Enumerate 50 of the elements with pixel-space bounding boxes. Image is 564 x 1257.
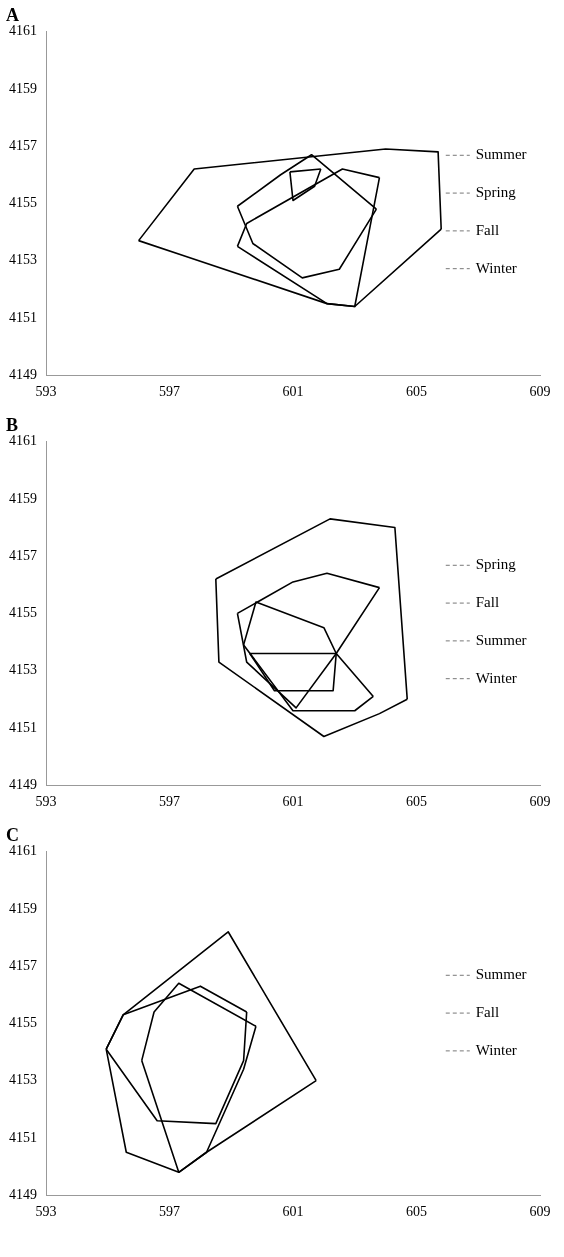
x-tick-label: 609 [529,1204,551,1220]
y-tick-label: 4161 [9,843,37,859]
annotation: Winter [475,259,517,276]
x-tick-label: 609 [529,794,551,810]
y-tick-label: 4155 [9,605,37,621]
annotation: Fall [475,594,500,611]
annotation: Fall [475,221,500,238]
x-tick-label: 605 [406,1204,427,1220]
y-tick-label: 4155 [9,195,37,211]
x-tick-label: 593 [35,1204,57,1220]
y-tick-label: 4153 [9,252,37,268]
y-tick-label: 4151 [9,309,37,325]
y-tick-label: 4153 [9,662,37,678]
y-tick-label: 4157 [9,547,37,563]
x-tick-label: 609 [529,384,551,400]
y-tick-label: 4159 [9,900,37,916]
annotation: Summer [475,631,527,648]
x-tick-label: 601 [282,384,304,400]
annotation: Spring [475,184,517,201]
y-tick-label: 4157 [9,137,37,153]
y-tick-label: 4149 [9,776,37,792]
y-tick-label: 4151 [9,1129,37,1145]
y-tick-label: 4149 [9,366,37,382]
x-tick-label: 601 [282,794,304,810]
x-tick-label: 597 [159,384,180,400]
x-tick-label: 605 [406,384,427,400]
y-tick-label: 4159 [9,80,37,96]
y-tick-label: 4153 [9,1072,37,1088]
annotation: Spring [475,556,517,573]
x-tick-label: 597 [159,1204,180,1220]
x-tick-label: 593 [35,384,57,400]
annotation: Winter [475,1041,517,1058]
y-tick-label: 4157 [9,957,37,973]
y-tick-label: 4161 [9,23,37,39]
annotation: Fall [475,1004,500,1021]
chart-title: C [6,825,19,846]
x-tick-label: 605 [406,794,427,810]
y-tick-label: 4159 [9,490,37,506]
chart-title: B [6,415,19,436]
annotation: Summer [475,966,527,983]
x-tick-label: 593 [35,794,57,810]
y-tick-label: 4149 [9,1186,37,1202]
annotation: Winter [475,669,517,686]
chart-title: A [6,5,19,26]
x-tick-label: 601 [282,1204,304,1220]
y-tick-label: 4155 [9,1015,37,1031]
y-tick-label: 4161 [9,433,37,449]
y-tick-label: 4151 [9,719,37,735]
x-tick-label: 597 [159,794,180,810]
annotation: Summer [475,146,527,163]
